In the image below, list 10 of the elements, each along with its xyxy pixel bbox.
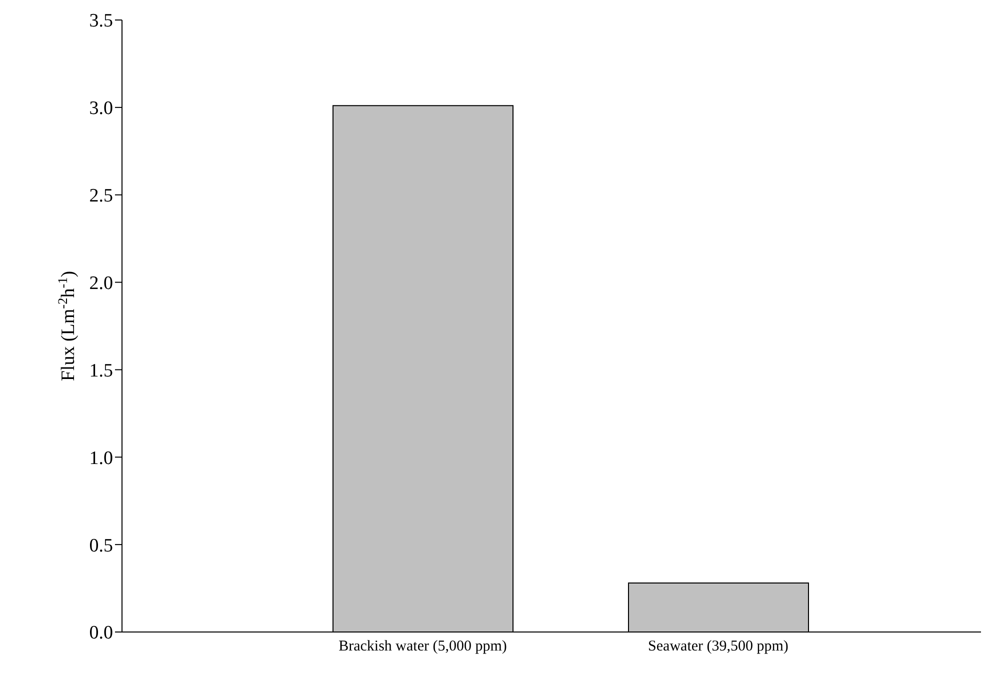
y-tick-label: 2.5 [89, 186, 113, 207]
y-tick-label: 0.0 [89, 622, 113, 644]
y-tick-label: 0.5 [89, 535, 113, 556]
y-tick-label: 1.0 [89, 448, 113, 469]
x-tick-label: Seawater (39,500 ppm) [648, 638, 788, 655]
y-tick-label: 3.5 [89, 10, 113, 32]
x-tick-label: Brackish water (5,000 ppm) [338, 638, 507, 655]
y-tick-label: 3.0 [89, 98, 113, 120]
y-tick-label: 1.5 [89, 360, 113, 382]
y-tick-label: 2.0 [89, 273, 113, 294]
